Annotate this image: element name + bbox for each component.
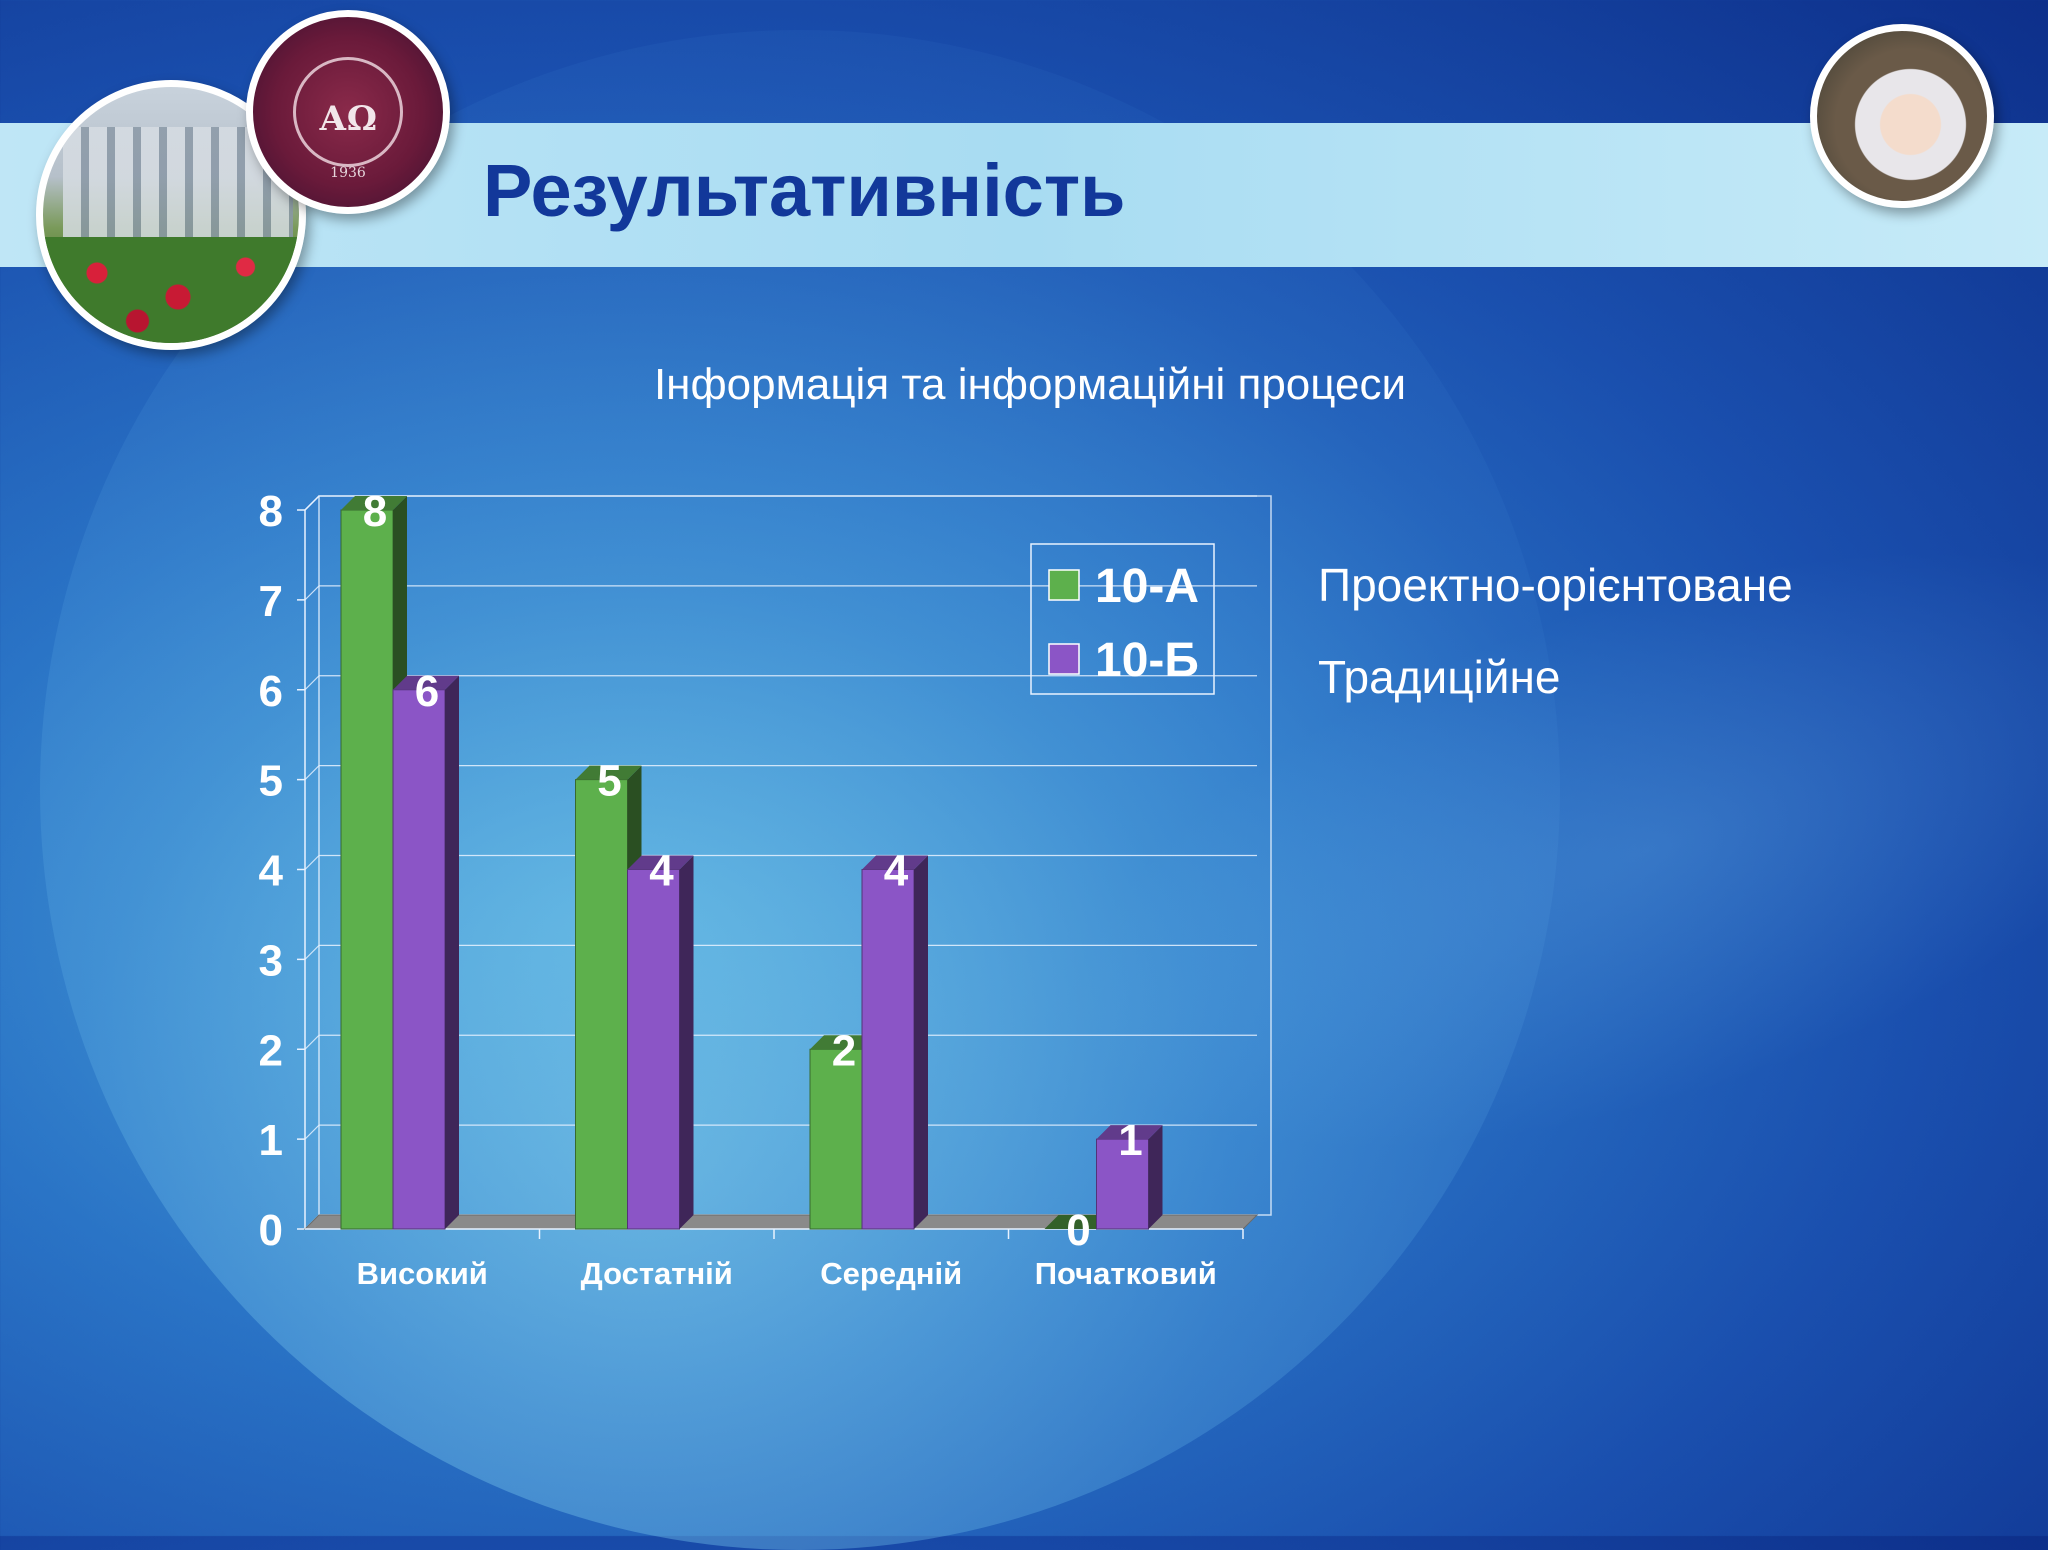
data-label: 0	[1066, 1206, 1090, 1255]
y-tick-label: 0	[259, 1206, 283, 1255]
slide-title: Результативність	[483, 149, 1126, 232]
legend-swatch	[1048, 569, 1080, 601]
data-label: 6	[415, 667, 439, 716]
x-tick-label: Початковий	[1035, 1256, 1217, 1291]
gridline-side	[304, 675, 320, 691]
y-tick-label: 7	[259, 577, 283, 626]
y-tick-label: 4	[259, 847, 284, 896]
legend-label: 10-Б	[1095, 634, 1199, 687]
gridline-side	[304, 1124, 320, 1140]
y-tick-label: 6	[259, 667, 283, 716]
y-tick-label: 2	[259, 1026, 283, 1075]
bar-side	[914, 855, 928, 1229]
bar-front	[340, 509, 394, 1230]
x-tick-label: Високий	[357, 1256, 488, 1291]
data-label: 1	[1118, 1116, 1142, 1165]
chart-subtitle-text: Інформація та інформаційні процеси	[653, 360, 1407, 409]
bar-top	[862, 855, 928, 870]
bar-top	[341, 496, 407, 510]
gridline-side	[304, 855, 320, 870]
data-label: 2	[832, 1026, 856, 1075]
gymnasium-seal: АΩ 1936	[246, 10, 450, 214]
legend-swatch	[1048, 643, 1080, 675]
bar-top	[575, 765, 642, 780]
bar-front	[627, 869, 680, 1230]
bar-top	[393, 675, 459, 690]
data-label: 4	[649, 847, 674, 896]
bar-front	[392, 689, 446, 1230]
data-label: 4	[884, 847, 909, 896]
data-label: 5	[597, 757, 621, 806]
seal-letters: АΩ	[319, 99, 377, 139]
x-tick-label: Середній	[820, 1256, 962, 1291]
y-tick-label: 1	[259, 1116, 283, 1165]
bar-front	[1096, 1138, 1149, 1230]
y-tick-label: 8	[259, 487, 283, 536]
chart-subtitle: Інформація та інформаційні процеси	[0, 360, 2048, 410]
bar-front	[575, 779, 628, 1230]
gridline-side	[304, 585, 320, 601]
bar-side	[679, 855, 694, 1229]
bar-top	[1044, 1215, 1111, 1229]
bar-front	[809, 1048, 863, 1230]
legend-label: 10-А	[1095, 560, 1199, 613]
seal-year: 1936	[330, 165, 366, 181]
gridline-side	[304, 1034, 320, 1050]
data-label: 8	[363, 487, 387, 536]
rose-bushes	[43, 237, 299, 343]
x-tick-label: Достатній	[581, 1256, 733, 1291]
y-tick-label: 5	[259, 757, 283, 806]
gridline-side	[304, 495, 320, 511]
gridline-side	[304, 765, 320, 781]
bar-side	[1148, 1125, 1163, 1229]
gridline-side	[304, 944, 320, 960]
bar-top	[627, 855, 694, 870]
bar-front	[861, 869, 915, 1230]
note-project-oriented: Проектно-орієнтоване	[1318, 559, 1793, 611]
bar-top	[1096, 1125, 1163, 1140]
legend-box	[1030, 543, 1215, 695]
note-traditional: Традиційне	[1318, 651, 1561, 703]
seal-globe	[293, 57, 403, 167]
bar-top	[810, 1035, 876, 1050]
girl-photo	[1810, 24, 1994, 208]
y-tick-label: 3	[259, 936, 283, 985]
bar-side	[445, 675, 459, 1229]
